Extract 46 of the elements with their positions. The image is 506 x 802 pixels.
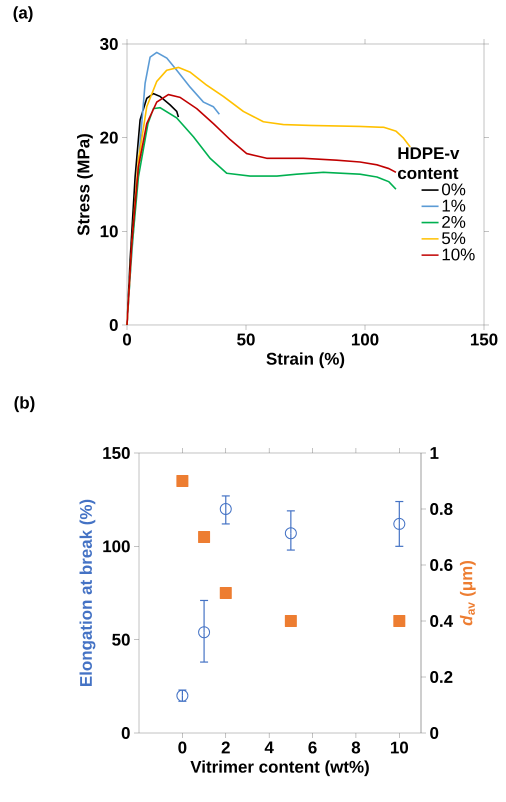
x-tick-label: 0 [178, 742, 186, 754]
y2-tick-label: 1 [430, 447, 438, 459]
point [198, 626, 210, 638]
point [393, 518, 406, 530]
y-tick-label: 0 [122, 727, 130, 739]
y-tick-label: 30 [100, 38, 118, 50]
x-tick-label: 4 [264, 742, 274, 754]
x-tick-label: 2 [222, 742, 230, 754]
legend-label: 10% [442, 248, 475, 260]
y-tick-label: 100 [103, 540, 130, 552]
point [284, 527, 297, 540]
point [198, 530, 210, 543]
legend-label: 0% [442, 183, 466, 196]
y2-tick-label: 0.6 [430, 559, 452, 571]
x-tick-label: 10 [390, 742, 408, 754]
x-tick-label: 6 [308, 742, 317, 754]
point [176, 474, 188, 487]
point [393, 615, 406, 627]
y-tick-label: 150 [103, 447, 130, 459]
x-tick-label: 8 [352, 742, 360, 754]
legend-label: 5% [442, 232, 466, 244]
legend-label: 2% [442, 216, 466, 228]
legend-label: 1% [442, 200, 466, 212]
x-axis-title: Strain (%) [266, 352, 344, 368]
y-tick-label: 50 [112, 634, 130, 646]
y2-axis-title: d$_{av}$ (μm) [460, 560, 476, 626]
y-tick-label: 0 [110, 318, 118, 331]
y-axis-title: Elongation at break (%) [80, 500, 96, 686]
chart-title: (b) [14, 396, 34, 412]
y2-tick-label: 0.8 [430, 503, 453, 515]
y-axis-title: Stress (MPa) [77, 134, 93, 236]
x-axis-title: Vitrimer content (wt%) [190, 760, 369, 776]
point [220, 586, 232, 599]
point [284, 615, 297, 627]
legend-title: HDPE-v content [398, 147, 460, 180]
point [220, 502, 232, 515]
y2-tick-label: 0 [430, 727, 438, 739]
x-tick-label: 100 [352, 334, 378, 346]
x-tick-label: 150 [470, 334, 498, 346]
line-series [126, 92, 180, 326]
y-tick-label: 10 [100, 225, 118, 238]
chart-title: (a) [14, 6, 33, 22]
y2-tick-label: 0.2 [430, 671, 452, 683]
y2-tick-label: 0.4 [430, 615, 453, 627]
y-tick-label: 20 [100, 132, 118, 144]
x-tick-label: 50 [237, 334, 255, 346]
